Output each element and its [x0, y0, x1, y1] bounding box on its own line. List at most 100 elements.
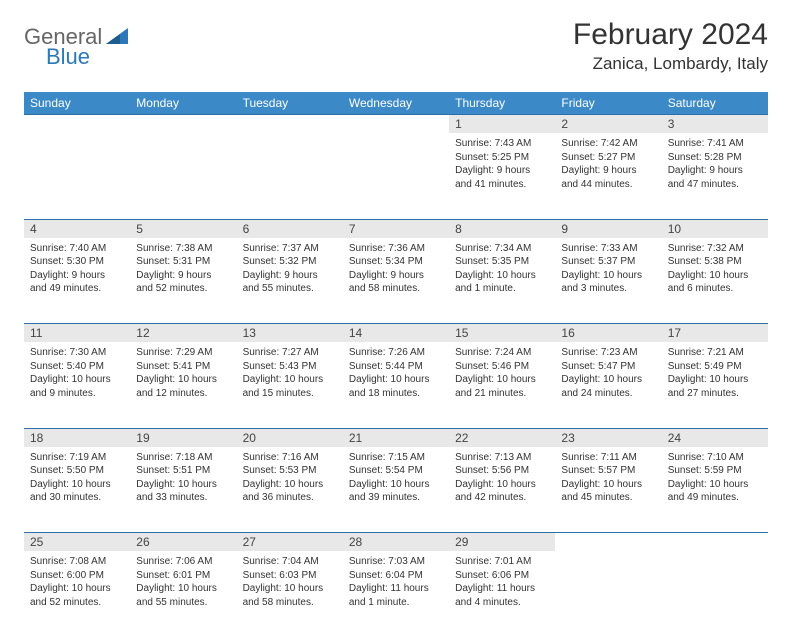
day-header: Sunday	[24, 92, 130, 115]
daylight-line: Daylight: 10 hours and 52 minutes.	[30, 582, 124, 609]
empty-daynum	[662, 533, 768, 552]
daylight-line: Daylight: 9 hours and 55 minutes.	[243, 269, 337, 296]
sunset-line: Sunset: 6:01 PM	[136, 569, 230, 583]
day-cell: Sunrise: 7:40 AMSunset: 5:30 PMDaylight:…	[24, 238, 130, 324]
sunrise-line: Sunrise: 7:23 AM	[561, 346, 655, 360]
sunrise-line: Sunrise: 7:38 AM	[136, 242, 230, 256]
day-number: 2	[555, 115, 661, 134]
daylight-line: Daylight: 10 hours and 18 minutes.	[349, 373, 443, 400]
daylight-line: Daylight: 10 hours and 12 minutes.	[136, 373, 230, 400]
day-cell: Sunrise: 7:33 AMSunset: 5:37 PMDaylight:…	[555, 238, 661, 324]
daylight-line: Daylight: 10 hours and 39 minutes.	[349, 478, 443, 505]
day-number: 15	[449, 324, 555, 343]
daylight-line: Daylight: 10 hours and 3 minutes.	[561, 269, 655, 296]
daylight-line: Daylight: 10 hours and 24 minutes.	[561, 373, 655, 400]
daylight-line: Daylight: 10 hours and 1 minute.	[455, 269, 549, 296]
daylight-line: Daylight: 9 hours and 58 minutes.	[349, 269, 443, 296]
day-cell: Sunrise: 7:11 AMSunset: 5:57 PMDaylight:…	[555, 447, 661, 533]
empty-cell	[555, 551, 661, 637]
day-number: 29	[449, 533, 555, 552]
day-header: Friday	[555, 92, 661, 115]
sunrise-line: Sunrise: 7:10 AM	[668, 451, 762, 465]
day-cell: Sunrise: 7:13 AMSunset: 5:56 PMDaylight:…	[449, 447, 555, 533]
week-row: Sunrise: 7:40 AMSunset: 5:30 PM Daylight:…	[24, 238, 768, 324]
day-number: 27	[237, 533, 343, 552]
daylight-line: Daylight: 10 hours and 30 minutes.	[30, 478, 124, 505]
day-cell: Sunrise: 7:30 AMSunset: 5:40 PMDaylight:…	[24, 342, 130, 428]
daylight-line: Daylight: 10 hours and 21 minutes.	[455, 373, 549, 400]
daynum-row: 2526272829	[24, 533, 768, 552]
day-cell: Sunrise: 7:23 AMSunset: 5:47 PMDaylight:…	[555, 342, 661, 428]
day-cell: Sunrise: 7:36 AMSunset: 5:34 PMDaylight:…	[343, 238, 449, 324]
day-number: 4	[24, 219, 130, 238]
sunrise-line: Sunrise: 7:21 AM	[668, 346, 762, 360]
sunset-line: Sunset: 5:31 PM	[136, 255, 230, 269]
day-cell: Sunrise: 7:26 AMSunset: 5:44 PMDaylight:…	[343, 342, 449, 428]
day-header-row: SundayMondayTuesdayWednesdayThursdayFrid…	[24, 92, 768, 115]
sunset-line: Sunset: 5:27 PM	[561, 151, 655, 165]
sunset-line: Sunset: 5:30 PM	[30, 255, 124, 269]
daylight-line: Daylight: 10 hours and 33 minutes.	[136, 478, 230, 505]
day-number: 13	[237, 324, 343, 343]
brand-part2-wrap: Blue	[46, 44, 90, 70]
day-cell: Sunrise: 7:15 AMSunset: 5:54 PMDaylight:…	[343, 447, 449, 533]
day-cell: Sunrise: 7:04 AMSunset: 6:03 PMDaylight:…	[237, 551, 343, 637]
sunset-line: Sunset: 5:28 PM	[668, 151, 762, 165]
daynum-row: 45678910	[24, 219, 768, 238]
sunrise-line: Sunrise: 7:06 AM	[136, 555, 230, 569]
day-number: 24	[662, 428, 768, 447]
day-number: 25	[24, 533, 130, 552]
sunrise-line: Sunrise: 7:01 AM	[455, 555, 549, 569]
sunset-line: Sunset: 5:51 PM	[136, 464, 230, 478]
day-number: 7	[343, 219, 449, 238]
day-header: Saturday	[662, 92, 768, 115]
day-number: 21	[343, 428, 449, 447]
daylight-line: Daylight: 9 hours and 47 minutes.	[668, 164, 762, 191]
day-number: 10	[662, 219, 768, 238]
daylight-line: Daylight: 10 hours and 45 minutes.	[561, 478, 655, 505]
sunset-line: Sunset: 5:44 PM	[349, 360, 443, 374]
title-block: February 2024 Zanica, Lombardy, Italy	[573, 18, 768, 74]
sunset-line: Sunset: 5:53 PM	[243, 464, 337, 478]
month-title: February 2024	[573, 18, 768, 52]
sunset-line: Sunset: 5:46 PM	[455, 360, 549, 374]
day-number: 17	[662, 324, 768, 343]
daylight-line: Daylight: 10 hours and 27 minutes.	[668, 373, 762, 400]
day-number: 28	[343, 533, 449, 552]
sunrise-line: Sunrise: 7:15 AM	[349, 451, 443, 465]
empty-cell	[24, 133, 130, 219]
sunrise-line: Sunrise: 7:41 AM	[668, 137, 762, 151]
sunrise-line: Sunrise: 7:40 AM	[30, 242, 124, 256]
sunset-line: Sunset: 6:00 PM	[30, 569, 124, 583]
day-cell: Sunrise: 7:08 AMSunset: 6:00 PMDaylight:…	[24, 551, 130, 637]
sunrise-line: Sunrise: 7:42 AM	[561, 137, 655, 151]
day-cell: Sunrise: 7:38 AMSunset: 5:31 PMDaylight:…	[130, 238, 236, 324]
sunrise-line: Sunrise: 7:32 AM	[668, 242, 762, 256]
day-header: Tuesday	[237, 92, 343, 115]
sunrise-line: Sunrise: 7:16 AM	[243, 451, 337, 465]
sunrise-line: Sunrise: 7:24 AM	[455, 346, 549, 360]
daylight-line: Daylight: 10 hours and 6 minutes.	[668, 269, 762, 296]
day-number: 14	[343, 324, 449, 343]
daylight-line: Daylight: 10 hours and 58 minutes.	[243, 582, 337, 609]
sunrise-line: Sunrise: 7:27 AM	[243, 346, 337, 360]
header: General February 2024 Zanica, Lombardy, …	[24, 18, 768, 74]
sunrise-line: Sunrise: 7:37 AM	[243, 242, 337, 256]
daynum-row: 123	[24, 115, 768, 134]
daynum-row: 11121314151617	[24, 324, 768, 343]
day-number: 8	[449, 219, 555, 238]
empty-cell	[343, 133, 449, 219]
day-number: 19	[130, 428, 236, 447]
sunrise-line: Sunrise: 7:18 AM	[136, 451, 230, 465]
daylight-line: Daylight: 10 hours and 36 minutes.	[243, 478, 337, 505]
day-cell: Sunrise: 7:10 AMSunset: 5:59 PMDaylight:…	[662, 447, 768, 533]
daylight-line: Daylight: 10 hours and 15 minutes.	[243, 373, 337, 400]
week-row: Sunrise: 7:19 AMSunset: 5:50 PMDaylight:…	[24, 447, 768, 533]
sunrise-line: Sunrise: 7:30 AM	[30, 346, 124, 360]
sunset-line: Sunset: 5:56 PM	[455, 464, 549, 478]
sunset-line: Sunset: 5:59 PM	[668, 464, 762, 478]
sunset-line: Sunset: 5:40 PM	[30, 360, 124, 374]
brand-triangle-icon	[106, 28, 128, 47]
day-cell: Sunrise: 7:43 AMSunset: 5:25 PMDaylight:…	[449, 133, 555, 219]
brand-part2: Blue	[46, 44, 90, 69]
